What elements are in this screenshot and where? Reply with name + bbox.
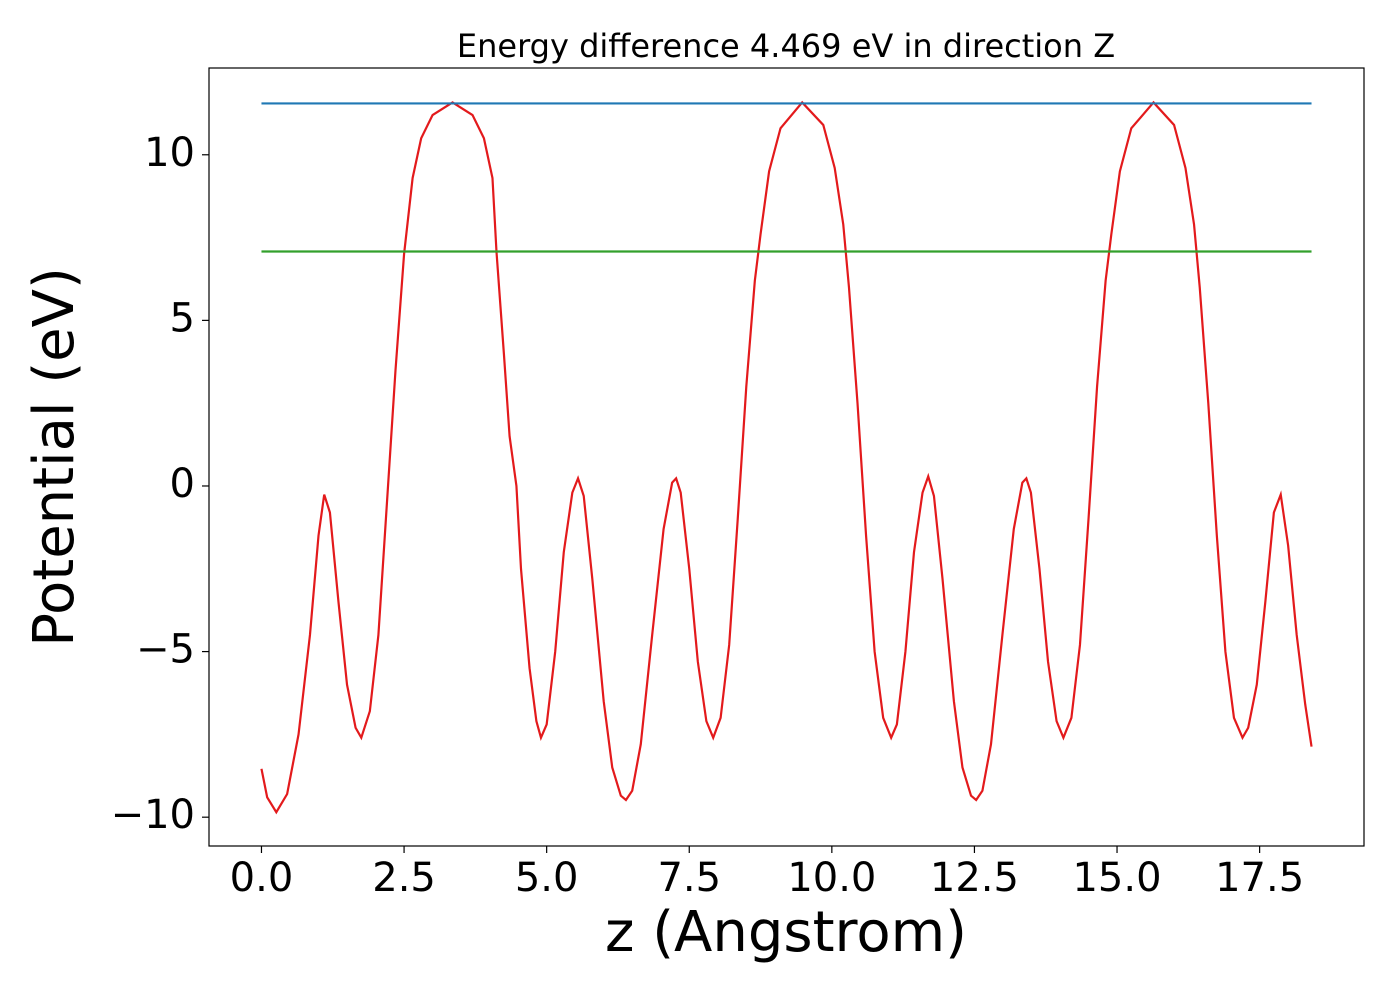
x-tick-label: 17.5 (1215, 855, 1304, 901)
y-tick-label: −5 (136, 627, 195, 673)
x-tick-label: 12.5 (930, 855, 1019, 901)
x-axis-label: z (Angstrom) (605, 900, 967, 965)
x-tick-label: 0.0 (230, 855, 294, 901)
x-tick-label: 7.5 (657, 855, 721, 901)
y-tick-label: 0 (170, 461, 195, 507)
y-tick-label: 5 (170, 295, 195, 341)
x-tick-label: 5.0 (515, 855, 579, 901)
x-tick-label: 15.0 (1072, 855, 1161, 901)
x-tick-label: 10.0 (787, 855, 876, 901)
y-tick-label: −10 (111, 792, 195, 838)
y-axis-label: Potential (eV) (22, 267, 87, 647)
x-tick-label: 2.5 (372, 855, 436, 901)
chart-title: Energy difference 4.469 eV in direction … (457, 27, 1115, 65)
plot-frame (208, 67, 1365, 847)
data-line (260, 100, 1313, 815)
y-tick-label: 10 (144, 130, 195, 176)
